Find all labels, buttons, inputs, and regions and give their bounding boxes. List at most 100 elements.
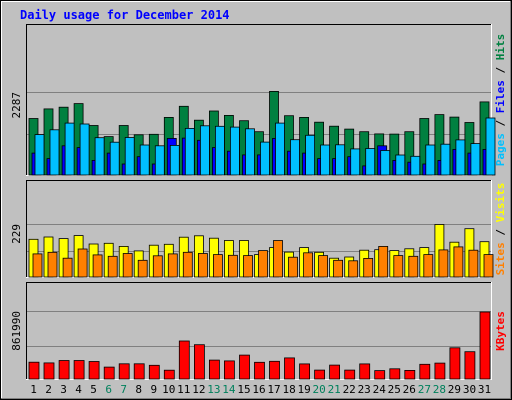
bar-kbytes-day-13 bbox=[208, 359, 220, 380]
bar-sites-day-19 bbox=[303, 252, 314, 278]
legend: KBytes bbox=[494, 311, 507, 351]
bar-pages-day-17 bbox=[275, 122, 285, 176]
x-tick-label: 12 bbox=[192, 383, 205, 396]
bar-sites-day-18 bbox=[288, 256, 298, 278]
bar-kbytes-day-22 bbox=[344, 369, 356, 380]
bar-sites-day-8 bbox=[137, 259, 148, 278]
bar-pages-day-18 bbox=[290, 139, 300, 176]
x-tick-label: 23 bbox=[358, 383, 371, 396]
panel-hits-files-pages: 2287 Pages / Files / Hits bbox=[10, 24, 507, 176]
max-value-label: 2287 bbox=[10, 92, 23, 119]
x-tick-label: 16 bbox=[252, 383, 265, 396]
legend-entry: KBytes bbox=[494, 311, 507, 351]
bar-kbytes-day-19 bbox=[299, 363, 311, 380]
bar-kbytes-day-30 bbox=[464, 351, 476, 380]
bar-pages-day-21 bbox=[335, 144, 346, 176]
bar-pages-day-2 bbox=[49, 129, 60, 176]
x-tick-label: 3 bbox=[60, 383, 67, 396]
bar-sites-day-12 bbox=[197, 253, 208, 278]
bar-kbytes-day-23 bbox=[359, 363, 371, 380]
x-tick-label: 11 bbox=[177, 383, 190, 396]
bar-kbytes-day-7 bbox=[118, 363, 130, 380]
legend-entry: / bbox=[494, 222, 507, 242]
bar-pages-day-23 bbox=[365, 148, 376, 176]
bar-pages-day-1 bbox=[34, 134, 45, 176]
x-tick-label: 21 bbox=[328, 383, 341, 396]
bar-kbytes-day-27 bbox=[419, 363, 431, 380]
bar-sites-day-24 bbox=[378, 245, 389, 278]
series-sites bbox=[32, 240, 494, 278]
bar-sites-day-29 bbox=[453, 246, 464, 278]
bar-pages-day-31 bbox=[485, 117, 496, 176]
legend-entry: Sites bbox=[494, 242, 507, 275]
bar-sites-day-16 bbox=[258, 250, 268, 278]
bar-sites-day-15 bbox=[243, 255, 253, 278]
x-tick-label: 29 bbox=[448, 383, 461, 396]
bar-sites-day-22 bbox=[348, 260, 359, 278]
x-tick-label: 13 bbox=[207, 383, 220, 396]
legend-entry: / bbox=[494, 113, 507, 133]
bar-pages-day-3 bbox=[64, 122, 75, 176]
x-tick-label: 27 bbox=[418, 383, 431, 396]
bar-kbytes-day-1 bbox=[28, 361, 40, 380]
bar-sites-day-2 bbox=[47, 251, 58, 278]
bar-sites-day-27 bbox=[423, 254, 434, 278]
bar-kbytes-day-5 bbox=[88, 361, 100, 380]
bar-kbytes-day-9 bbox=[148, 364, 160, 380]
bar-sites-day-10 bbox=[167, 253, 178, 278]
max-value-label: 229 bbox=[10, 224, 23, 244]
bar-sites-day-14 bbox=[227, 254, 238, 278]
legend: Sites / Visits bbox=[494, 183, 507, 276]
bar-sites-day-31 bbox=[483, 254, 494, 278]
x-tick-label: 18 bbox=[282, 383, 295, 396]
bar-pages-day-8 bbox=[139, 144, 150, 176]
bar-kbytes-day-12 bbox=[193, 344, 205, 380]
bar-kbytes-day-3 bbox=[58, 360, 70, 380]
bar-sites-day-20 bbox=[318, 255, 329, 278]
bar-kbytes-day-6 bbox=[103, 366, 115, 380]
x-tick-label: 2 bbox=[45, 383, 52, 396]
bar-pages-day-25 bbox=[395, 154, 406, 176]
bar-sites-day-1 bbox=[32, 253, 43, 278]
x-tick-label: 4 bbox=[75, 383, 82, 396]
bar-pages-day-20 bbox=[320, 144, 331, 176]
bar-kbytes-day-15 bbox=[239, 354, 250, 380]
x-tick-label: 8 bbox=[135, 383, 142, 396]
bar-pages-day-11 bbox=[184, 127, 195, 176]
bar-pages-day-12 bbox=[199, 125, 210, 176]
x-axis-labels: 1 2 3 4 5 6 7 8 9 10 11 12 13 14 15 16 17 18 19 20 21 22 23 24 2… bbox=[30, 383, 491, 396]
bar-sites-day-17 bbox=[273, 240, 283, 278]
x-tick-label: 14 bbox=[222, 383, 236, 396]
bar-kbytes-day-31 bbox=[479, 311, 491, 380]
bar-pages-day-22 bbox=[350, 148, 361, 176]
bar-sites-day-9 bbox=[152, 255, 163, 278]
x-tick-label: 31 bbox=[478, 383, 491, 396]
bar-kbytes-day-18 bbox=[284, 357, 295, 380]
bar-pages-day-19 bbox=[305, 134, 316, 176]
bar-pages-day-14 bbox=[229, 126, 240, 176]
bar-kbytes-day-14 bbox=[223, 360, 235, 380]
bar-sites-day-23 bbox=[363, 257, 374, 278]
bar-sites-day-25 bbox=[393, 255, 404, 278]
bar-sites-day-5 bbox=[92, 254, 103, 278]
bar-pages-day-10 bbox=[169, 144, 180, 176]
x-tick-label: 20 bbox=[312, 383, 325, 396]
bar-pages-day-30 bbox=[470, 143, 481, 176]
bar-kbytes-day-25 bbox=[389, 368, 401, 380]
bar-sites-day-30 bbox=[468, 249, 479, 278]
legend-entry: Files bbox=[494, 80, 507, 113]
bar-pages-day-6 bbox=[109, 141, 120, 176]
legend-entry: Visits bbox=[494, 183, 507, 223]
bar-kbytes-day-29 bbox=[449, 347, 461, 380]
x-tick-label: 1 bbox=[30, 383, 37, 396]
bar-pages-day-27 bbox=[425, 144, 436, 176]
x-tick-label: 10 bbox=[162, 383, 175, 396]
bar-sites-day-7 bbox=[122, 253, 133, 278]
bar-pages-day-28 bbox=[440, 143, 451, 176]
x-tick-label: 25 bbox=[388, 383, 401, 396]
bar-pages-day-9 bbox=[154, 145, 165, 176]
x-tick-label: 28 bbox=[433, 383, 446, 396]
bar-pages-day-29 bbox=[455, 139, 466, 176]
bar-sites-day-4 bbox=[77, 248, 88, 278]
bar-sites-day-13 bbox=[212, 254, 223, 278]
